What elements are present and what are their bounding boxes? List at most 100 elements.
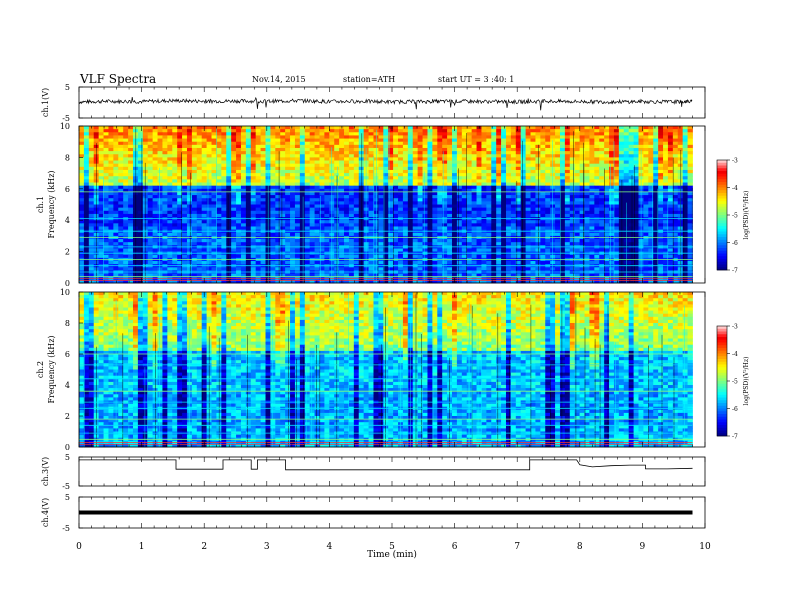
spectrogram-cell	[236, 210, 242, 215]
spectrogram-cell	[216, 126, 222, 130]
spectrogram-cell	[452, 147, 458, 152]
spectrogram-cell	[427, 166, 433, 171]
spectrogram-cell	[93, 191, 100, 196]
spectrogram-cell	[108, 188, 114, 193]
spectrogram-cell	[491, 182, 497, 187]
spectrogram-cell	[83, 204, 90, 209]
spectrogram-cell	[417, 176, 423, 180]
spectrogram-cell	[211, 163, 217, 168]
spectrogram-cell	[550, 163, 556, 168]
spectrogram-cell	[687, 176, 693, 180]
spectrogram-cell	[147, 132, 154, 136]
spectrogram-cell	[319, 163, 325, 168]
spectrogram-cell	[319, 242, 325, 246]
spectrogram-cell	[599, 223, 605, 227]
spectrogram-cell	[226, 188, 232, 193]
spectrogram-cell	[83, 138, 90, 143]
spectrogram-cell	[422, 138, 428, 143]
spectrogram-cell	[471, 213, 477, 218]
spectrogram-cell	[407, 195, 414, 199]
spectrogram-cell	[461, 173, 468, 177]
spectrogram-cell	[383, 166, 389, 171]
spectrogram-cell	[137, 163, 144, 168]
spectrogram-cell	[191, 157, 198, 161]
spectrogram-cell	[599, 141, 605, 146]
spectrogram-cell	[496, 141, 502, 146]
spectrogram-cell	[177, 210, 183, 215]
spectrogram-cell	[682, 163, 688, 168]
spectrogram-cell	[437, 242, 443, 246]
spectrogram-cell	[358, 179, 365, 183]
spectrogram-cell	[530, 185, 536, 190]
spectrogram-cell	[172, 147, 178, 152]
spectrogram-cell	[496, 223, 502, 227]
spectrogram-cell	[555, 157, 561, 161]
spectrogram-cell	[285, 213, 291, 218]
spectrogram-cell	[383, 147, 389, 152]
spectrogram-cell	[427, 239, 433, 243]
spectrogram-cell	[510, 204, 517, 209]
spectrogram-cell	[628, 157, 634, 161]
spectrogram-cell	[162, 204, 168, 209]
spectrogram-cell	[604, 210, 610, 215]
spectrogram-cell	[515, 154, 522, 158]
spectrogram-cell	[564, 182, 571, 187]
spectrogram-cell	[520, 166, 527, 171]
spectrogram-cell	[285, 188, 291, 193]
spectrogram-cell	[653, 210, 659, 215]
spectrogram-cell	[250, 135, 257, 139]
spectrogram-cell	[270, 141, 276, 146]
spectrogram-cell	[398, 207, 404, 212]
spectrogram-cell	[294, 141, 301, 146]
spectrogram-cell	[388, 185, 394, 190]
spectrogram-cell	[83, 135, 90, 139]
spectrogram-cell	[466, 135, 473, 139]
spectrogram-cell	[437, 185, 443, 190]
spectrogram-cell	[294, 210, 301, 215]
spectrogram-cell	[88, 147, 95, 152]
spectrogram-cell	[393, 220, 399, 224]
spectrogram-cell	[486, 169, 492, 174]
spectrogram-cell	[93, 188, 100, 193]
spectrogram-cell	[496, 182, 502, 187]
spectrogram-cell	[609, 242, 615, 246]
spectrogram-cell	[250, 138, 257, 143]
spectrogram-cell	[172, 226, 178, 231]
spectrogram-cell	[609, 191, 615, 196]
spectrogram-cell	[432, 223, 438, 227]
spectrogram-cell	[471, 242, 477, 246]
spectrogram-cell	[147, 198, 154, 202]
spectrogram-cell	[103, 182, 109, 187]
spectrogram-cell	[309, 226, 315, 231]
spectrogram-cell	[481, 157, 487, 161]
spectrogram-cell	[177, 176, 183, 180]
spectrogram-cell	[373, 157, 379, 161]
spectrogram-cell	[466, 157, 473, 161]
spectrogram-cell	[422, 135, 428, 139]
spectrogram-cell	[398, 126, 404, 130]
spectrogram-cell	[275, 195, 281, 199]
spectrogram-cell	[196, 207, 203, 212]
spectrogram-cell	[157, 144, 163, 149]
spectrogram-cell	[550, 207, 556, 212]
spectrogram-cell	[594, 182, 600, 187]
spectrogram-cell	[162, 173, 168, 177]
spectrogram-cell	[98, 132, 104, 136]
spectrogram-cell	[393, 169, 399, 174]
spectrogram-cell	[388, 191, 394, 196]
spectrogram-cell	[147, 213, 154, 218]
spectrogram-cell	[221, 210, 227, 215]
spectrogram-cell	[412, 182, 419, 187]
spectrogram-cell	[491, 151, 497, 155]
spectrogram-cell	[319, 126, 325, 130]
spectrogram-cell	[663, 126, 669, 130]
spectrogram-cell	[206, 207, 212, 212]
spectrogram-cell	[260, 163, 266, 168]
spectrogram-cell	[427, 176, 433, 180]
spectrogram-cell	[667, 223, 674, 227]
spectrogram-cell	[432, 220, 438, 224]
spectrogram-cell	[358, 198, 365, 202]
spectrogram-cell	[540, 129, 546, 133]
spectrogram-cell	[285, 232, 291, 237]
spectrogram-cell	[113, 166, 119, 171]
